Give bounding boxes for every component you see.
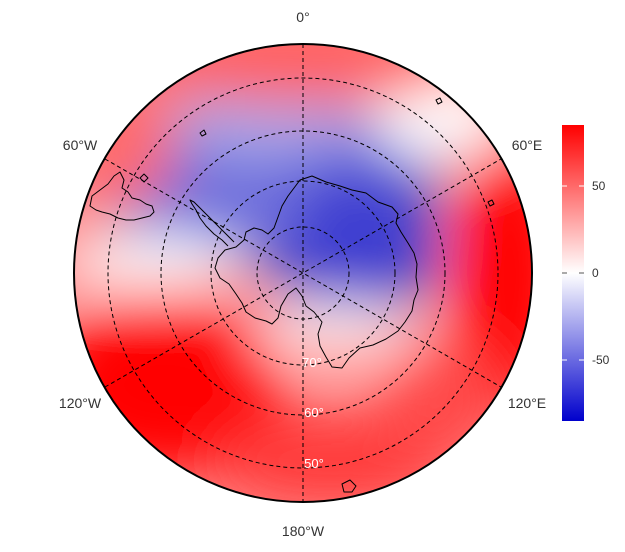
lon-label-60e: 60°E xyxy=(512,137,543,153)
antarctica-coastline xyxy=(214,175,419,369)
lat-label-70: 70° xyxy=(302,355,322,370)
antarctic-peninsula-coastline xyxy=(189,199,235,247)
new-zealand-coastline xyxy=(341,479,357,493)
lat-label-50: 50° xyxy=(304,456,324,471)
lon-label-0: 0° xyxy=(296,9,309,25)
colorbar-tick-50: 50 xyxy=(592,179,606,193)
south-america-coastline xyxy=(89,171,155,221)
lat-label-60: 60° xyxy=(304,405,324,420)
coastlines xyxy=(89,97,495,493)
lon-label-60w: 60°W xyxy=(63,137,98,153)
graticule xyxy=(104,44,502,502)
colorbar: 50 0 -50 xyxy=(562,125,610,421)
anomaly-field xyxy=(74,44,532,502)
lon-label-120w: 120°W xyxy=(59,395,102,411)
lon-label-180w: 180°W xyxy=(282,523,325,539)
colorbar-gradient xyxy=(562,125,584,421)
lon-label-120e: 120°E xyxy=(508,395,546,411)
colorbar-tick-neg50: -50 xyxy=(592,353,610,367)
colorbar-tick-0: 0 xyxy=(592,266,599,280)
map-boundary xyxy=(73,43,533,503)
